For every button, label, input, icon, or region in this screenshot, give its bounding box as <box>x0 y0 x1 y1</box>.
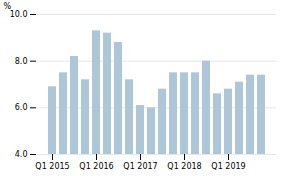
svg-text:Q1 2017: Q1 2017 <box>123 162 157 171</box>
svg-text:10.0: 10.0 <box>10 10 28 19</box>
svg-text:8.0: 8.0 <box>15 57 28 66</box>
svg-text:%: % <box>4 2 12 11</box>
svg-text:6.0: 6.0 <box>15 103 28 112</box>
svg-text:Q1 2018: Q1 2018 <box>167 162 201 171</box>
svg-text:Q1 2016: Q1 2016 <box>79 162 113 171</box>
svg-text:Q1 2019: Q1 2019 <box>211 162 245 171</box>
svg-text:Q1 2015: Q1 2015 <box>35 162 69 171</box>
svg-text:4.0: 4.0 <box>15 150 28 159</box>
